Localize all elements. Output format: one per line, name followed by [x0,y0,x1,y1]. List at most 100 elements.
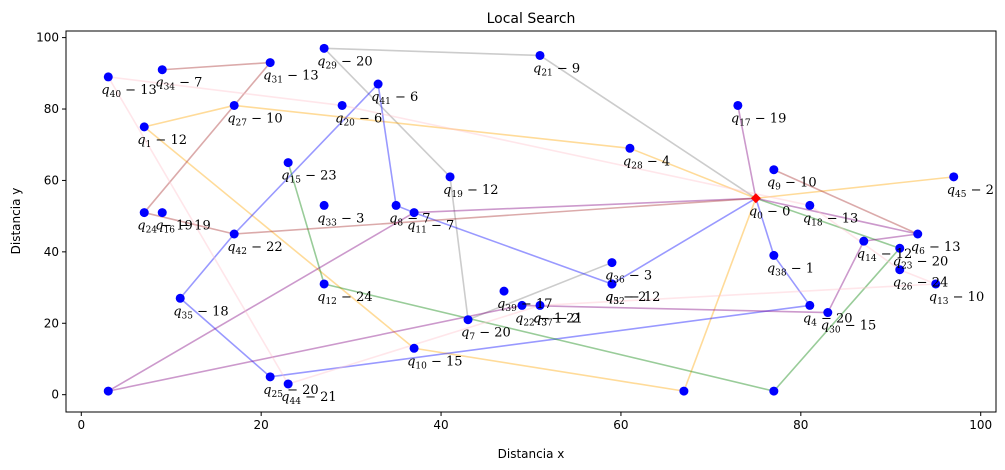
plot-frame [65,30,997,413]
x-axis-ticks: 0 20 40 60 80 100 [77,412,992,432]
route-5-segment-5 [773,168,919,235]
point-label-10: q12 − 24 [317,290,372,307]
point-label-12: q14 − 12 [857,247,912,264]
point-label-39: q41 − 6 [371,90,418,107]
route-0-segment-2 [323,47,451,178]
route-3-segment-2 [323,283,775,392]
chart-title: Local Search [487,11,576,27]
point-label-30: q32 − 12 [605,290,660,307]
route-3-segment-3 [287,162,325,285]
point-label-38: q40 − 13 [101,83,156,100]
point-label-0: q0 − 0 [749,204,791,221]
point-label-20: q22 − 1 [515,311,562,328]
data-point-8 [409,343,419,353]
data-point-12 [859,236,869,246]
point-label-2: q4 − 20 [803,311,853,328]
data-point-38 [103,72,113,82]
data-point-4 [913,229,923,239]
route-2-segment-4 [233,83,379,235]
data-point-23 [265,372,275,382]
data-point-14 [157,208,167,218]
route-6-segment-3 [899,268,937,285]
route-6-segment-6 [809,204,901,271]
data-point-7 [769,165,779,175]
route-4-segment-2 [827,240,865,313]
y-tick-label: 100 [36,31,59,45]
route-2-segment-8 [773,254,811,306]
data-point-1 [139,122,149,132]
point-label-35: q37 − 2 [533,311,580,328]
point-label-27: q29 − 20 [317,54,372,71]
route-4-segment-1 [863,233,918,242]
point-label-13: q15 − 23 [281,169,336,186]
route-0-segment-3 [449,176,469,320]
data-point-5 [463,315,473,325]
data-point-26 [625,143,635,153]
data-point-40 [229,229,239,239]
y-tick-label: 60 [44,173,59,187]
data-point-22 [139,208,149,218]
data-point-28 [823,308,833,318]
y-axis-ticks: 0 20 40 60 80 100 [36,31,66,402]
route-6-segment-0 [107,76,289,385]
point-label-43: q3 − 21 [533,311,583,328]
route-3-segment-0 [755,197,901,250]
point-label-14: q16 − 19 [155,219,210,236]
data-point-25 [229,100,239,110]
y-tick-label: 20 [44,316,59,330]
data-point-6 [391,200,401,210]
data-point-35 [535,300,545,310]
data-point-27 [319,43,329,53]
y-tick-label: 40 [44,245,59,259]
data-point-9 [409,208,419,218]
data-point-18 [337,100,347,110]
data-point-44 [679,386,689,396]
data-point-37 [499,286,509,296]
point-label-41: q44 − 21 [281,390,336,407]
data-point-19 [535,50,545,60]
data-point-11 [931,279,941,289]
x-tick-label: 20 [254,418,269,432]
point-label-19: q21 − 9 [533,61,580,78]
point-label-16: q18 − 13 [803,211,858,228]
data-point-17 [445,172,455,182]
y-axis-title: Distancia y [9,188,23,255]
route-6-segment-2 [539,283,936,307]
route-3-segment-1 [773,247,901,392]
data-point-45 [769,386,779,396]
point-label-33: q35 − 18 [173,304,228,321]
x-tick-label: 60 [613,418,628,432]
route-2-segment-7 [270,304,810,378]
point-label-5: q7 − 20 [461,326,511,343]
point-label-29: q31 − 13 [263,69,318,86]
point-label-15: q17 − 19 [731,111,786,128]
point-label-24: q26 − 24 [893,276,948,293]
route-2-segment-9 [755,198,775,256]
data-point-10 [319,279,329,289]
labels-layer: q0 − 0 q1 − 12 q4 − 20 q5 − 2 q6 − 13 q7 − 20… [101,54,994,407]
point-label-42: q45 − 2 [947,183,994,200]
x-tick-label: 80 [793,418,808,432]
route-4-segment-6 [414,197,756,214]
route-0-segment-4 [467,261,613,321]
y-tick-label: 0 [51,388,59,402]
point-label-1: q1 − 12 [137,133,187,150]
point-label-31: q33 − 3 [317,211,364,228]
point-label-6: q8 − 7 [389,211,431,228]
point-label-22: q24 − 19 [137,219,192,236]
data-point-2 [805,300,815,310]
route-1-segment-1 [234,104,631,150]
point-label-28: q30 − 15 [821,319,876,336]
route-6-segment-4 [108,76,343,107]
route-2-segment-5 [179,233,235,299]
data-point-39 [373,79,383,89]
data-point-36 [769,250,779,260]
data-point-21 [895,243,905,253]
route-0-segment-0 [539,54,757,199]
route-2-segment-6 [179,297,271,378]
route-1-segment-5 [683,198,757,392]
point-label-21: q23 − 20 [893,254,948,271]
route-5-segment-1 [144,211,235,235]
point-label-17: q19 − 12 [443,183,498,200]
data-point-33 [175,293,185,303]
